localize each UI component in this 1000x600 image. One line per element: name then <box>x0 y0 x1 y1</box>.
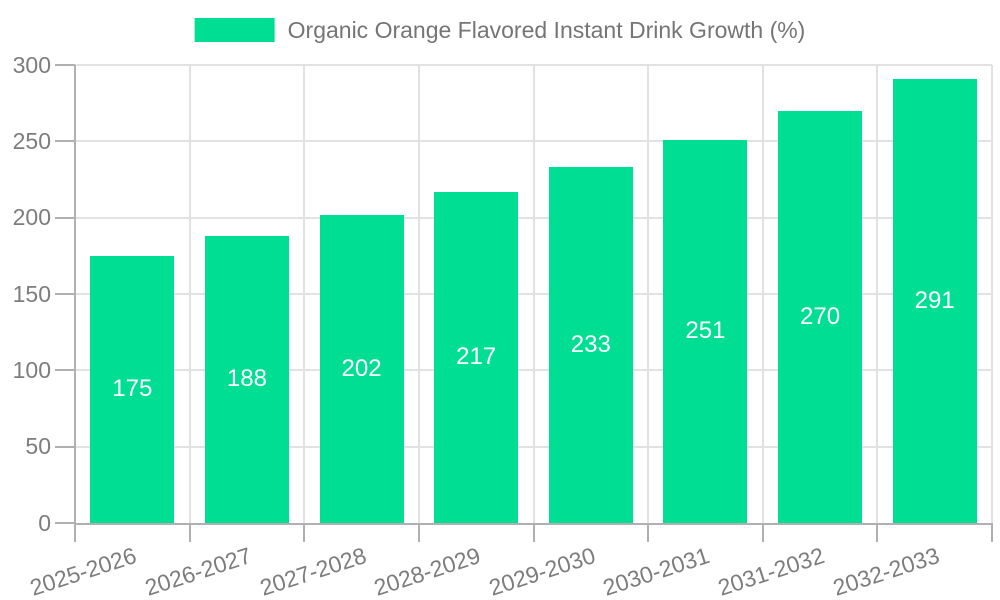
legend[interactable]: Organic Orange Flavored Instant Drink Gr… <box>194 17 806 43</box>
v-gridline <box>188 65 191 523</box>
y-axis-tick <box>55 445 75 448</box>
x-axis-tick <box>532 523 535 542</box>
x-axis-tick <box>303 523 306 542</box>
y-axis-tick <box>55 216 75 219</box>
y-tick-label: 100 <box>12 356 51 383</box>
x-axis-tick <box>647 523 650 542</box>
bar <box>204 235 289 523</box>
v-gridline <box>761 65 764 523</box>
bar-value-label: 175 <box>112 375 153 403</box>
y-tick-label: 0 <box>38 509 51 536</box>
y-axis-tick <box>55 293 75 295</box>
bar-value-label: 291 <box>914 286 955 314</box>
y-axis-line <box>74 65 76 523</box>
v-gridline <box>991 65 993 523</box>
y-axis-tick <box>55 140 75 143</box>
bar-value-label: 251 <box>685 317 726 345</box>
bar-value-label: 270 <box>800 302 841 330</box>
x-axis-tick <box>74 523 76 542</box>
bar-value-label: 233 <box>570 331 611 359</box>
x-axis-tick <box>991 523 993 542</box>
legend-swatch <box>194 18 275 42</box>
x-axis-tick <box>876 523 879 542</box>
v-gridline <box>417 65 420 523</box>
legend-label: Organic Orange Flavored Instant Drink Gr… <box>287 17 806 43</box>
v-gridline <box>303 65 306 523</box>
y-tick-label: 150 <box>12 280 51 307</box>
bar-value-label: 217 <box>456 343 497 371</box>
y-tick-label: 300 <box>12 51 51 78</box>
bar <box>892 78 977 523</box>
y-axis-tick <box>55 522 75 524</box>
y-axis-tick <box>55 369 75 372</box>
x-axis-tick <box>761 523 764 542</box>
x-axis-tick <box>188 523 191 542</box>
bar <box>319 214 404 523</box>
y-axis-tick <box>55 64 75 66</box>
x-axis-tick <box>417 523 420 542</box>
x-axis-line <box>75 523 992 525</box>
bar <box>90 255 175 523</box>
v-gridline <box>647 65 650 523</box>
v-gridline <box>532 65 535 523</box>
y-tick-label: 250 <box>12 127 51 154</box>
bar <box>663 139 748 523</box>
bar <box>434 191 519 523</box>
bar-value-label: 188 <box>226 365 267 393</box>
bar <box>548 167 633 523</box>
y-tick-label: 200 <box>12 204 51 231</box>
y-tick-label: 50 <box>25 433 51 460</box>
bar-value-label: 202 <box>341 354 382 382</box>
bar <box>778 110 863 523</box>
v-gridline <box>876 65 879 523</box>
